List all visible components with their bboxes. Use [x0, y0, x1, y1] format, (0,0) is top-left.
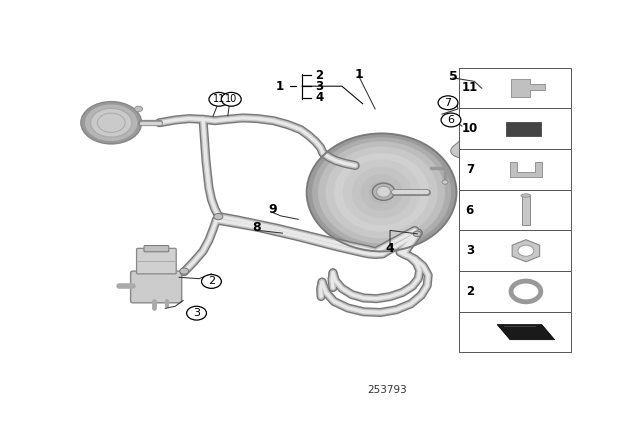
Ellipse shape	[81, 102, 141, 143]
Polygon shape	[512, 240, 540, 262]
Bar	[459, 230, 571, 271]
Bar	[459, 108, 571, 149]
Text: 10: 10	[461, 122, 478, 135]
Polygon shape	[451, 135, 496, 159]
Bar	[459, 149, 571, 190]
FancyBboxPatch shape	[144, 246, 169, 252]
Circle shape	[209, 92, 229, 106]
Text: 3: 3	[315, 80, 323, 93]
Circle shape	[476, 153, 483, 158]
Text: 8: 8	[252, 221, 260, 234]
Text: 3: 3	[466, 244, 474, 257]
Circle shape	[187, 306, 207, 320]
Ellipse shape	[326, 146, 438, 238]
Ellipse shape	[372, 183, 395, 200]
Polygon shape	[511, 79, 545, 96]
Text: 4: 4	[315, 91, 323, 104]
Text: 11: 11	[212, 94, 225, 104]
Text: 2: 2	[466, 285, 474, 298]
Bar	[506, 122, 541, 136]
Text: 3: 3	[193, 308, 200, 318]
Polygon shape	[497, 324, 555, 340]
Circle shape	[221, 92, 241, 106]
Circle shape	[214, 214, 223, 220]
Ellipse shape	[318, 142, 445, 244]
Circle shape	[442, 180, 448, 184]
Circle shape	[134, 106, 143, 112]
Polygon shape	[510, 162, 542, 177]
Text: 6: 6	[447, 115, 454, 125]
Ellipse shape	[521, 194, 531, 197]
Ellipse shape	[92, 109, 131, 137]
Bar	[459, 190, 571, 230]
FancyBboxPatch shape	[131, 271, 182, 303]
Circle shape	[413, 231, 421, 237]
Text: 4: 4	[386, 242, 394, 255]
Circle shape	[518, 245, 534, 256]
Circle shape	[438, 96, 458, 110]
Bar	[459, 271, 571, 312]
Text: 10: 10	[225, 94, 237, 104]
FancyBboxPatch shape	[136, 248, 176, 274]
Ellipse shape	[343, 159, 420, 225]
Ellipse shape	[361, 174, 403, 211]
Ellipse shape	[307, 134, 456, 251]
Bar	[459, 68, 571, 108]
Text: 2: 2	[208, 276, 215, 286]
Ellipse shape	[312, 137, 451, 248]
Polygon shape	[460, 143, 476, 152]
Ellipse shape	[369, 181, 394, 204]
Circle shape	[202, 275, 221, 289]
Text: 9: 9	[268, 203, 276, 216]
Text: 6: 6	[466, 203, 474, 216]
Bar	[459, 312, 571, 353]
Text: 253793: 253793	[367, 384, 408, 395]
Text: 1: 1	[355, 68, 363, 81]
Circle shape	[441, 113, 461, 127]
Text: 2: 2	[315, 69, 323, 82]
Text: 7: 7	[466, 163, 474, 176]
Text: 1: 1	[275, 80, 284, 93]
Text: 7: 7	[444, 98, 452, 108]
Ellipse shape	[334, 153, 429, 232]
Text: 5: 5	[449, 70, 458, 83]
Ellipse shape	[376, 186, 390, 197]
Text: 11: 11	[461, 82, 478, 95]
Circle shape	[180, 268, 189, 274]
Bar	[522, 196, 530, 224]
Ellipse shape	[85, 104, 138, 141]
Ellipse shape	[352, 167, 412, 218]
